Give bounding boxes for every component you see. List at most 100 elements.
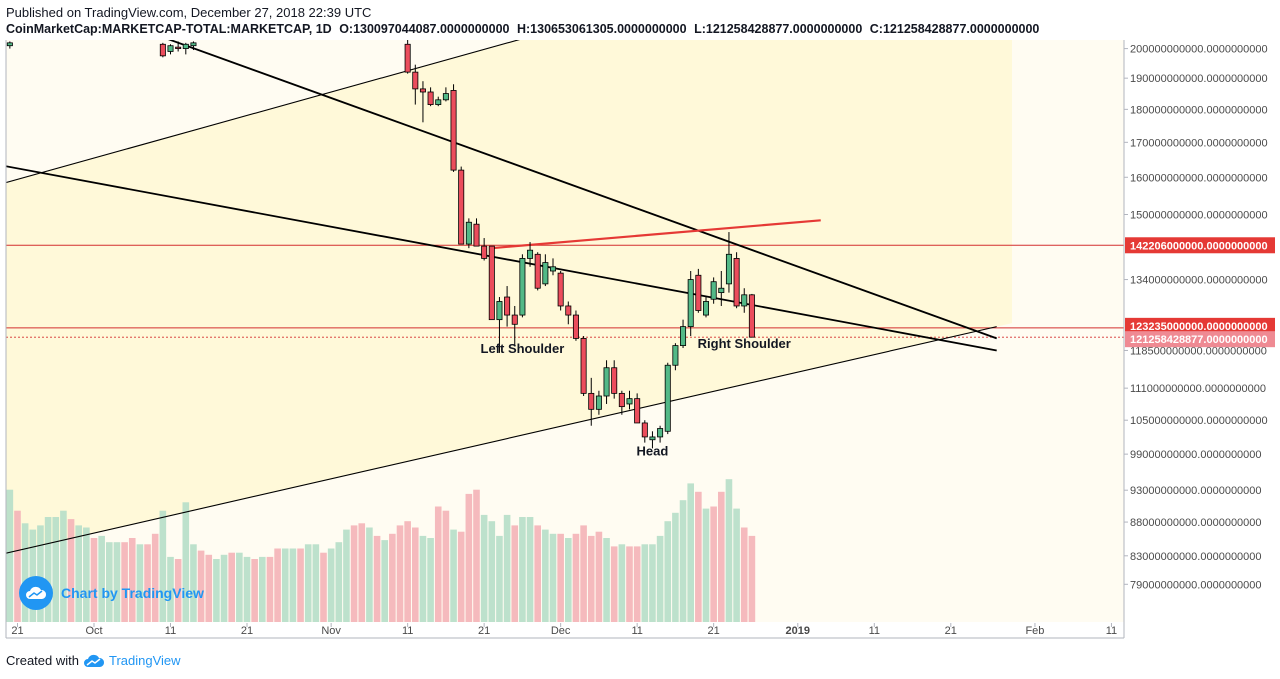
volume-bar — [228, 552, 235, 622]
candle — [504, 286, 511, 327]
candle — [550, 258, 557, 276]
candle-body — [488, 245, 495, 321]
volume-bar — [740, 527, 748, 622]
volume-bar — [557, 533, 564, 622]
time-tick-label: Feb — [1025, 625, 1044, 637]
volume-bar — [350, 525, 358, 622]
time-tick-label: Nov — [321, 625, 341, 637]
candle — [703, 297, 710, 318]
volume-bar — [67, 519, 75, 622]
annotation-head: Head — [637, 443, 669, 458]
volume-bar — [572, 533, 580, 622]
volume-bar — [480, 514, 488, 622]
candle — [442, 87, 449, 102]
candle — [695, 268, 702, 313]
volume-bar — [488, 521, 496, 622]
candle — [167, 44, 174, 55]
candle — [718, 271, 725, 306]
candle-body — [695, 274, 702, 311]
candle — [572, 310, 579, 341]
volume-bar — [496, 535, 503, 622]
candle-body — [159, 43, 166, 57]
candle — [603, 360, 610, 404]
candle-body — [450, 90, 457, 171]
candle — [595, 390, 602, 415]
time-tick-label: Dec — [551, 625, 571, 637]
volume-bar — [434, 506, 442, 622]
price-tick-label: 134000000000.0000000000 — [1130, 275, 1268, 287]
candle-body — [580, 338, 587, 394]
candle-body — [458, 169, 465, 245]
volume-bar — [664, 521, 672, 622]
candle — [190, 41, 197, 51]
candle-body — [649, 436, 656, 441]
candle — [412, 64, 419, 105]
candle — [641, 420, 648, 443]
volume-bar — [29, 529, 37, 622]
volume-bar — [182, 502, 190, 622]
price-tick-label: 170000000000.0000000000 — [1130, 137, 1268, 149]
volume-bar — [327, 548, 335, 622]
volume-bar — [281, 548, 289, 622]
volume-bar — [220, 554, 228, 622]
low-value: L:121258428877.0000000000 — [694, 22, 863, 36]
lower-channel-line — [6, 326, 997, 554]
candle — [511, 305, 518, 346]
volume-bar — [748, 535, 756, 622]
volume-bar — [366, 527, 373, 622]
volume-bar — [0, 528, 5, 623]
volume-bar — [618, 544, 626, 622]
candle — [611, 360, 618, 399]
price-label-text: 123235000000.0000000000 — [1130, 321, 1268, 333]
tradingview-brand-link[interactable]: TradingView — [108, 653, 181, 668]
candle-body — [741, 294, 748, 307]
candlestick-chart[interactable]: Left Shoulder Right Shoulder Head 200000000… — [0, 0, 1280, 650]
candle — [435, 96, 442, 107]
candle — [481, 238, 488, 261]
volume-bar — [519, 517, 526, 622]
price-label-badge: 121258428877.0000000000 — [1125, 331, 1275, 348]
candle — [664, 362, 671, 435]
volume-bars — [0, 479, 756, 623]
candle — [450, 84, 457, 172]
volume-bar — [75, 525, 82, 622]
candle-body — [641, 422, 648, 438]
volume-bar — [151, 533, 159, 622]
time-tick-label: 21 — [11, 625, 23, 637]
volume-bar — [649, 544, 656, 622]
volume-bar — [251, 559, 258, 622]
upper-trend-line — [167, 40, 998, 340]
neckline-line — [491, 219, 821, 250]
candle-body — [496, 301, 503, 321]
candle — [741, 288, 748, 313]
candle — [649, 431, 656, 449]
candle-body — [634, 398, 641, 424]
candle — [657, 425, 664, 443]
volume-bar — [358, 523, 366, 622]
candle-body — [6, 42, 13, 47]
trend-lines — [6, 40, 998, 554]
time-tick-label: 11 — [402, 625, 413, 637]
volume-bar — [396, 525, 404, 622]
price-tick-label: 160000000000.0000000000 — [1130, 172, 1268, 184]
volume-bar — [304, 544, 312, 622]
volume-bar — [213, 559, 220, 622]
candle-body — [435, 99, 442, 105]
channel-band-fill — [6, 40, 1012, 554]
candle — [534, 252, 541, 291]
volume-bar — [6, 489, 14, 622]
volume-bar — [98, 535, 105, 622]
volume-bar — [52, 517, 60, 622]
candle-body — [550, 266, 557, 272]
candle-body — [175, 46, 182, 49]
volume-bar — [626, 546, 633, 622]
volume-bar — [733, 508, 740, 622]
volume-bar — [427, 538, 434, 622]
price-tick-label: 180000000000.0000000000 — [1130, 104, 1268, 116]
candle — [565, 301, 572, 325]
volume-bar — [656, 535, 664, 622]
high-value: H:130653061305.0000000000 — [516, 22, 687, 36]
volume-bar — [373, 535, 381, 622]
candle-body — [565, 305, 572, 316]
candle-body — [710, 281, 717, 300]
